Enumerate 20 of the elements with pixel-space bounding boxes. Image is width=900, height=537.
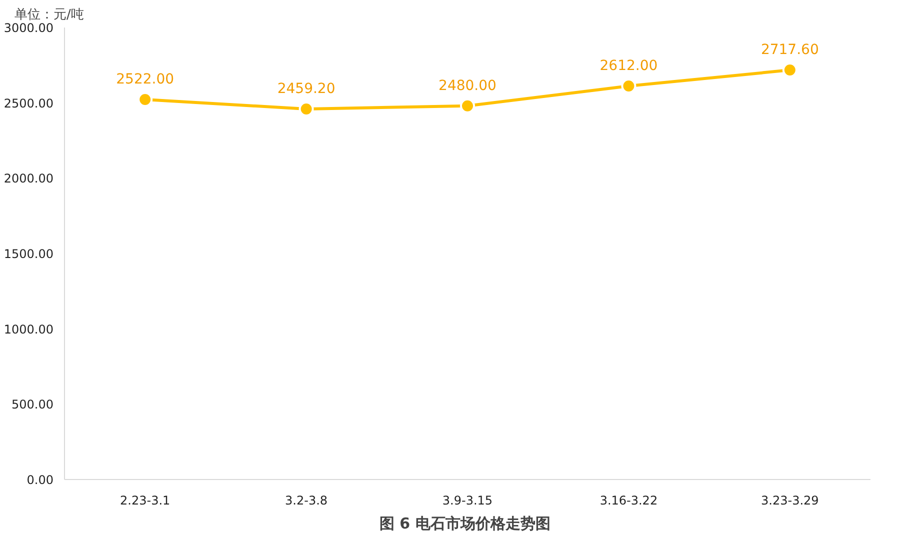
y-tick-label: 1500.00	[4, 247, 54, 261]
x-tick-label: 3.9-3.15	[442, 494, 493, 508]
y-tick-label: 0.00	[26, 473, 54, 487]
data-label: 2459.20	[277, 80, 336, 97]
x-tick-label: 2.23-3.1	[120, 494, 170, 508]
data-label: 2522.00	[116, 72, 174, 88]
y-axis-title: 单位：元/吨	[14, 8, 84, 22]
y-tick-label: 500.00	[12, 398, 54, 412]
y-tick-label: 2500.00	[4, 96, 54, 110]
point	[460, 98, 475, 114]
data-label: 2480.00	[438, 78, 496, 94]
data-label: 2717.60	[760, 42, 819, 58]
x-tick-label: 3.2-3.8	[285, 494, 328, 508]
text: 图 6 电石市场价格走势图	[379, 514, 550, 532]
y-tick-label: 1000.00	[4, 322, 54, 336]
x-tick-label: 3.16-3.22	[600, 494, 658, 508]
data-label: 2612.00	[600, 58, 658, 74]
y-tick-label: 2000.00	[4, 172, 54, 186]
y-tick-label: 3000.00	[4, 21, 54, 35]
x-tick-label: 3.23-3.29	[761, 494, 819, 508]
